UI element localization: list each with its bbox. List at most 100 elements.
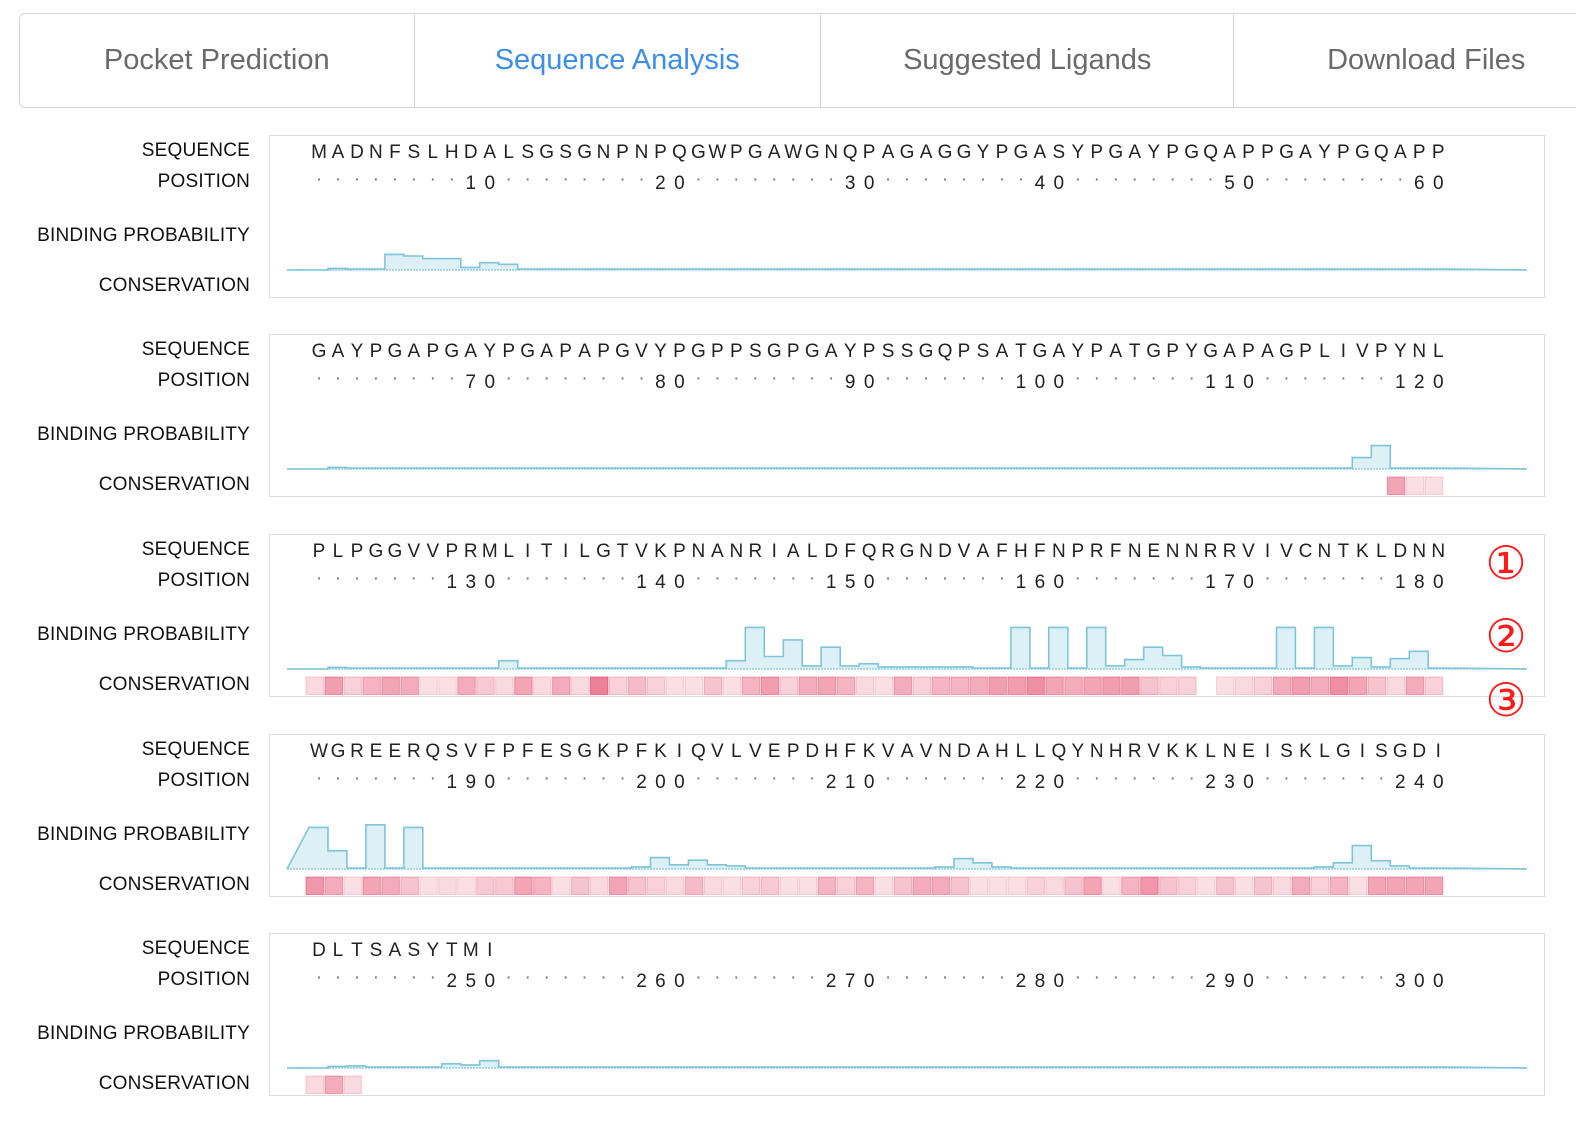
residue[interactable]: W (708, 142, 726, 163)
residue[interactable]: D (312, 940, 326, 961)
residue[interactable]: L (1376, 541, 1387, 562)
residue[interactable]: H (1014, 541, 1028, 562)
residue[interactable]: D (938, 541, 952, 562)
residue[interactable]: S (408, 940, 421, 961)
residue[interactable]: N (1052, 541, 1066, 562)
residue[interactable]: A (825, 341, 838, 362)
residue[interactable]: P (1337, 142, 1350, 163)
residue[interactable]: F (636, 741, 648, 762)
residue[interactable]: G (369, 541, 384, 562)
residue[interactable]: D (824, 541, 838, 562)
residue[interactable]: N (1128, 541, 1142, 562)
residue[interactable]: Q (672, 142, 687, 163)
residue[interactable]: V (711, 741, 724, 762)
residue[interactable]: N (692, 541, 706, 562)
residue[interactable]: F (1034, 541, 1046, 562)
residue[interactable]: S (749, 341, 762, 362)
residue[interactable]: P (313, 541, 326, 562)
residue[interactable]: L (731, 741, 742, 762)
residue[interactable]: V (635, 541, 648, 562)
residue[interactable]: G (539, 142, 554, 163)
residue[interactable]: R (350, 741, 364, 762)
residue[interactable]: Y (1185, 341, 1198, 362)
residue[interactable]: Y (844, 341, 857, 362)
residue[interactable]: P (1299, 341, 1312, 362)
residue[interactable]: P (730, 341, 743, 362)
residue[interactable]: Q (1051, 741, 1066, 762)
residue[interactable]: F (484, 741, 496, 762)
residue[interactable]: A (578, 341, 591, 362)
residue[interactable]: P (445, 541, 458, 562)
residue[interactable]: E (1242, 741, 1255, 762)
residue[interactable]: D (1393, 541, 1407, 562)
residue[interactable]: P (673, 541, 686, 562)
residue[interactable]: I (525, 541, 530, 562)
residue[interactable]: P (597, 341, 610, 362)
residue[interactable]: N (1166, 541, 1180, 562)
residue[interactable]: G (900, 142, 915, 163)
residue[interactable]: I (563, 541, 568, 562)
residue[interactable]: S (370, 940, 383, 961)
residue[interactable]: G (1393, 741, 1408, 762)
residue[interactable]: P (673, 341, 686, 362)
residue[interactable]: Y (483, 341, 496, 362)
residue[interactable]: N (729, 541, 743, 562)
residue[interactable]: A (1034, 142, 1047, 163)
residue[interactable]: N (919, 541, 933, 562)
residue[interactable]: N (1412, 341, 1426, 362)
residue[interactable]: G (1013, 142, 1028, 163)
residue[interactable]: S (559, 741, 572, 762)
residue[interactable]: N (1185, 541, 1199, 562)
residue[interactable]: S (521, 142, 534, 163)
residue[interactable]: P (351, 541, 364, 562)
residue[interactable]: S (977, 341, 990, 362)
residue[interactable]: A (1223, 341, 1236, 362)
residue[interactable]: G (919, 341, 934, 362)
residue[interactable]: L (333, 940, 344, 961)
residue[interactable]: P (502, 341, 515, 362)
residue[interactable]: F (389, 142, 401, 163)
residue[interactable]: V (920, 741, 933, 762)
residue[interactable]: G (691, 142, 706, 163)
residue[interactable]: N (824, 142, 838, 163)
residue[interactable]: A (1223, 142, 1236, 163)
residue[interactable]: G (1279, 142, 1294, 163)
residue[interactable]: A (977, 741, 990, 762)
residue[interactable]: P (426, 341, 439, 362)
residue[interactable]: P (730, 142, 743, 163)
residue[interactable]: H (995, 741, 1009, 762)
residue[interactable]: Q (843, 142, 858, 163)
residue[interactable]: A (996, 341, 1009, 362)
residue[interactable]: P (787, 741, 800, 762)
residue[interactable]: I (1265, 541, 1270, 562)
residue[interactable]: K (597, 741, 610, 762)
residue[interactable]: P (616, 142, 629, 163)
residue[interactable]: N (938, 741, 952, 762)
residue[interactable]: S (901, 341, 914, 362)
residue[interactable]: P (1432, 142, 1445, 163)
residue[interactable]: S (445, 741, 458, 762)
residue[interactable]: L (1016, 741, 1027, 762)
residue[interactable]: A (882, 142, 895, 163)
residue[interactable]: V (1147, 741, 1160, 762)
residue[interactable]: N (1223, 741, 1237, 762)
residue[interactable]: G (1279, 341, 1294, 362)
residue[interactable]: G (748, 142, 763, 163)
residue[interactable]: I (487, 940, 492, 961)
residue[interactable]: L (1319, 341, 1330, 362)
residue[interactable]: G (1032, 341, 1047, 362)
residue[interactable]: G (1355, 142, 1370, 163)
residue[interactable]: G (767, 341, 782, 362)
residue[interactable]: E (768, 741, 781, 762)
residue[interactable]: I (1341, 341, 1346, 362)
residue[interactable]: P (1090, 142, 1103, 163)
residue[interactable]: C (1299, 541, 1313, 562)
residue[interactable]: I (1360, 741, 1365, 762)
residue[interactable]: I (1265, 741, 1270, 762)
residue[interactable]: F (1110, 541, 1122, 562)
residue[interactable]: G (1203, 341, 1218, 362)
residue[interactable]: P (1166, 341, 1179, 362)
residue[interactable]: R (407, 741, 421, 762)
residue[interactable]: T (541, 541, 553, 562)
residue[interactable]: L (1319, 741, 1330, 762)
